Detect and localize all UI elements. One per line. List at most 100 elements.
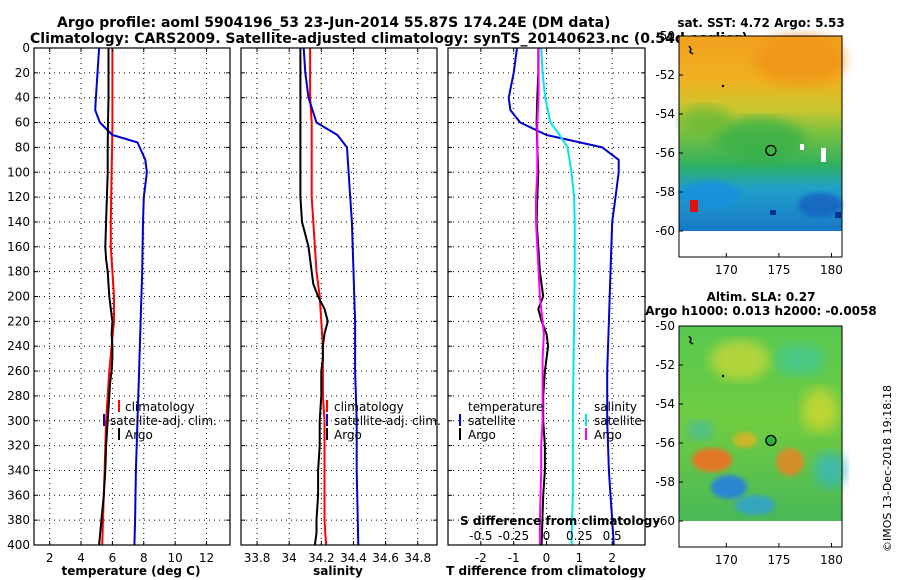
sla-orange-eddy — [733, 432, 757, 448]
island-marker — [688, 335, 694, 345]
sla-axes: 170 175 180 -50 -52 -54 -56 -58 -60 — [655, 319, 843, 567]
y-tick-label: 360 — [7, 488, 30, 502]
series-line-climatology — [101, 48, 115, 546]
top-tick-label: -0.25 — [498, 529, 529, 543]
salinity-profile-panel: 33.8 34 34.2 34.4 34.6 34.8 — [240, 47, 438, 565]
y-tick-label: 120 — [7, 190, 30, 204]
map-x-tick-label: 180 — [820, 263, 843, 277]
legend-title-salinity: salinity — [594, 400, 637, 414]
series-line-climatology — [309, 48, 328, 546]
map-y-tick-label: -52 — [655, 68, 675, 82]
legend-label-climatology: climatology — [334, 400, 404, 414]
plot-frame — [447, 47, 646, 546]
series-line-t-satellite — [507, 47, 620, 546]
map-y-tick-label: -56 — [655, 146, 675, 160]
legend-swatch-argo — [326, 428, 328, 440]
series-line-s-argo — [535, 48, 545, 545]
plot-frame — [240, 47, 438, 546]
x-tick-label: 34.2 — [308, 551, 335, 565]
sla-cyan-patch — [775, 344, 825, 376]
island-marker — [688, 45, 694, 55]
sla-cyan-patch — [814, 452, 846, 488]
map-x-tick-label: 175 — [767, 553, 790, 567]
x-tick-label: 8 — [140, 551, 148, 565]
x-tick-label: 0 — [543, 551, 551, 565]
top-tick-label: 0.25 — [566, 529, 593, 543]
sla-blue-eddy — [686, 420, 714, 440]
legend-label-climatology: climatology — [125, 400, 195, 414]
t-difference-axis-label: T difference from climatology — [446, 564, 646, 578]
map-y-tick-label: -50 — [655, 29, 675, 43]
legend-swatch-climatology — [118, 400, 120, 412]
map-y-tick-label: -60 — [655, 224, 675, 238]
legend-label-argo: Argo — [125, 428, 153, 442]
temperature-axis-label: temperature (deg C) — [62, 564, 201, 578]
y-tick-label: 0 — [22, 41, 30, 55]
legend-label-t-argo: Argo — [468, 428, 496, 442]
temperature-profile-panel: 2 4 6 8 10 1202040608010012014016018020022024… — [7, 41, 231, 565]
plot-frame — [33, 47, 231, 546]
sst-green-west — [680, 106, 730, 134]
argo-position-marker — [765, 434, 777, 447]
map-x-tick-label: 170 — [715, 553, 738, 567]
legend-label-argo: Argo — [334, 428, 362, 442]
difference-legend: temperature satellite Argo salinity sate… — [459, 400, 642, 442]
sst-green-tongue — [715, 118, 805, 162]
sst-cloud-pixel — [821, 148, 826, 162]
y-tick-label: 140 — [7, 215, 30, 229]
top-tick-label: 0.5 — [603, 529, 622, 543]
legend-label-s-argo: Argo — [594, 428, 622, 442]
y-tick-label: 220 — [7, 314, 30, 328]
difference-profile-panel: -2 -1 0 1 2 -0.5 -0.25 0 0.25 0.5 — [447, 47, 646, 565]
x-tick-label: -2 — [475, 551, 487, 565]
series-line-argo — [98, 48, 114, 546]
sst-cloud-pixel — [800, 144, 804, 150]
legend-label-satellite: satellite-adj. clim. — [334, 414, 441, 428]
y-tick-label: 80 — [15, 140, 30, 154]
sst-cold-east — [798, 193, 842, 217]
map-y-tick-label: -54 — [655, 107, 675, 121]
sst-dark-pixel — [835, 212, 841, 218]
s-difference-axis-label: S difference from climatology — [460, 514, 660, 528]
x-tick-label: 34.8 — [404, 551, 431, 565]
y-tick-label: 60 — [15, 116, 30, 130]
map-y-tick-label: -50 — [655, 319, 675, 333]
sst-warm-patch — [755, 35, 845, 85]
x-tick-label: 2 — [608, 551, 616, 565]
sla-red-eddy — [692, 448, 732, 472]
map-frame — [678, 35, 843, 258]
y-tick-label: 300 — [7, 414, 30, 428]
x-tick-label: 2 — [46, 551, 54, 565]
legend-swatch-s-argo — [585, 428, 587, 440]
x-tick-label: 12 — [199, 551, 214, 565]
sst-map-title: sat. SST: 4.72 Argo: 5.53 — [677, 16, 844, 30]
figure-title-line2: Climatology: CARS2009. Satellite-adjuste… — [30, 31, 748, 47]
imos-credit: ©IMOS 13-Dec-2018 19:18:18 — [881, 385, 894, 552]
map-y-tick-label: -58 — [655, 475, 675, 489]
y-tick-label: 380 — [7, 513, 30, 527]
y-tick-label: 260 — [7, 364, 30, 378]
legend-title-temperature: temperature — [468, 400, 543, 414]
y-tick-label: 320 — [7, 439, 30, 453]
map-y-tick-label: -56 — [655, 436, 675, 450]
y-tick-label: 40 — [15, 91, 30, 105]
legend-swatch-s-satellite — [585, 414, 587, 426]
legend-label-satellite: satellite-adj. clim. — [110, 414, 217, 428]
map-x-tick-label: 180 — [820, 553, 843, 567]
temperature-legend: climatology satellite-adj. clim. Argo — [103, 400, 217, 442]
series-line-satellite-adj-clim- — [302, 47, 360, 546]
y-tick-label: 100 — [7, 165, 30, 179]
sst-hot-pixel — [690, 200, 698, 212]
x-tick-label: 1 — [576, 551, 584, 565]
figure-title-line1: Argo profile: aoml 5904196_53 23-Jun-201… — [57, 15, 610, 31]
y-tick-label: 400 — [7, 538, 30, 552]
x-tick-label: 34.4 — [340, 551, 367, 565]
sst-map: sat. SST: 4.72 Argo: 5.53 170 175 180 -50 -5… — [655, 16, 845, 277]
map-x-tick-label: 170 — [715, 263, 738, 277]
y-tick-label: 280 — [7, 389, 30, 403]
legend-swatch-t-argo — [459, 428, 461, 440]
map-y-tick-label: -58 — [655, 185, 675, 199]
island-marker — [721, 374, 725, 378]
salinity-axis-label: salinity — [313, 564, 363, 578]
